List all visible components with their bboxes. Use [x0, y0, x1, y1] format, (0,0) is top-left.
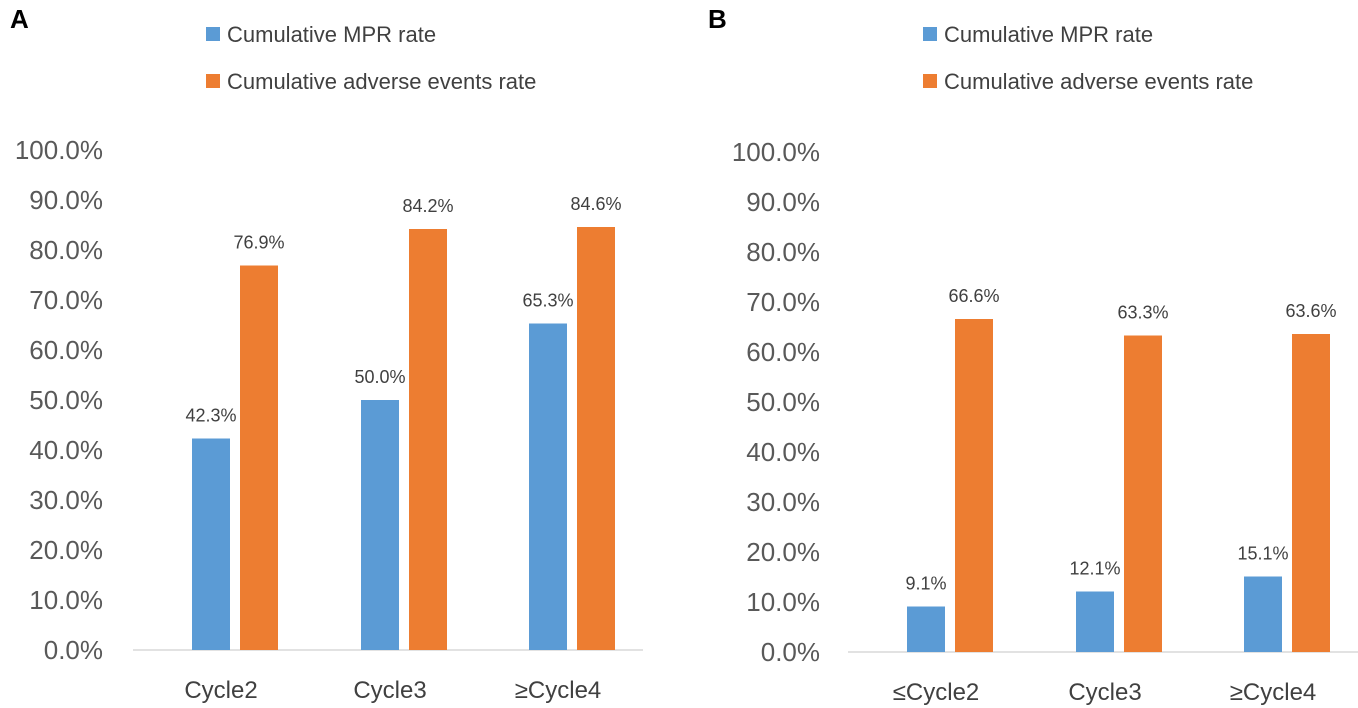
data-label-ae-3: 84.6% — [570, 194, 621, 214]
bar-mpr-2 — [361, 400, 399, 650]
data-label-mpr-3: 15.1% — [1237, 544, 1288, 564]
legend-swatch-ae-a — [206, 74, 220, 88]
data-label-ae-1: 76.9% — [233, 233, 284, 253]
y-tick-label: 50.0% — [746, 387, 820, 417]
legend-a: Cumulative MPR rate Cumulative adverse e… — [206, 22, 536, 94]
legend-b: Cumulative MPR rate Cumulative adverse e… — [923, 22, 1253, 94]
legend-label-ae-b: Cumulative adverse events rate — [944, 69, 1253, 94]
bars-b: 9.1% 12.1% 15.1% 66.6% 63.3% 63.6% — [905, 286, 1337, 652]
bars-a: 42.3% 50.0% 65.3% 76.9% 84.2% 84.6% — [185, 194, 622, 650]
panel-b: B Cumulative MPR rate Cumulative adverse… — [708, 4, 1358, 706]
bar-ae-1 — [240, 265, 278, 650]
x-category-label: ≥Cycle4 — [515, 677, 602, 704]
x-category-label: Cycle3 — [1068, 679, 1141, 706]
bar-mpr-1 — [192, 438, 230, 650]
y-axis-ticks-a: 0.0% 10.0% 20.0% 30.0% 40.0% 50.0% 60.0% 70.0% 8… — [15, 135, 103, 665]
y-tick-label: 40.0% — [746, 437, 820, 467]
data-label-ae-3: 63.6% — [1285, 301, 1336, 321]
x-category-label: Cycle2 — [184, 677, 257, 704]
data-label-mpr-1: 42.3% — [185, 406, 236, 426]
x-category-label: Cycle3 — [353, 677, 426, 704]
bar-ae-2 — [1124, 335, 1162, 652]
data-label-mpr-3: 65.3% — [522, 291, 573, 311]
y-tick-label: 40.0% — [29, 435, 103, 465]
legend-label-ae-a: Cumulative adverse events rate — [227, 69, 536, 94]
y-tick-label: 70.0% — [746, 287, 820, 317]
y-tick-label: 70.0% — [29, 285, 103, 315]
x-axis-categories-a: Cycle2 Cycle3 ≥Cycle4 — [184, 677, 601, 704]
y-tick-label: 0.0% — [44, 635, 103, 665]
y-tick-label: 100.0% — [15, 135, 103, 165]
y-tick-label: 80.0% — [746, 237, 820, 267]
bar-ae-1 — [955, 319, 993, 652]
data-label-ae-1: 66.6% — [948, 286, 999, 306]
bar-mpr-3 — [529, 323, 567, 650]
legend-swatch-mpr-b — [923, 27, 937, 41]
y-tick-label: 80.0% — [29, 235, 103, 265]
y-tick-label: 90.0% — [746, 187, 820, 217]
bar-mpr-1 — [907, 606, 945, 652]
bar-mpr-2 — [1076, 591, 1114, 652]
data-label-ae-2: 84.2% — [402, 196, 453, 216]
bar-mpr-3 — [1244, 576, 1282, 652]
y-tick-label: 10.0% — [29, 585, 103, 615]
data-label-mpr-1: 9.1% — [905, 574, 946, 594]
legend-swatch-ae-b — [923, 74, 937, 88]
panel-a: A Cumulative MPR rate Cumulative adverse… — [10, 4, 643, 704]
bar-ae-3 — [1292, 334, 1330, 652]
y-tick-label: 60.0% — [29, 335, 103, 365]
y-tick-label: 20.0% — [29, 535, 103, 565]
data-label-ae-2: 63.3% — [1117, 303, 1168, 323]
y-tick-label: 10.0% — [746, 587, 820, 617]
data-label-mpr-2: 12.1% — [1069, 559, 1120, 579]
bar-ae-2 — [409, 229, 447, 650]
legend-swatch-mpr-a — [206, 27, 220, 41]
data-label-mpr-2: 50.0% — [354, 367, 405, 387]
legend-label-mpr-a: Cumulative MPR rate — [227, 22, 436, 47]
y-tick-label: 0.0% — [761, 637, 820, 667]
y-axis-ticks-b: 0.0% 10.0% 20.0% 30.0% 40.0% 50.0% 60.0% 70.0% 8… — [732, 137, 820, 667]
y-tick-label: 50.0% — [29, 385, 103, 415]
y-tick-label: 90.0% — [29, 185, 103, 215]
y-tick-label: 100.0% — [732, 137, 820, 167]
y-tick-label: 20.0% — [746, 537, 820, 567]
x-category-label: ≥Cycle4 — [1230, 679, 1317, 706]
y-tick-label: 60.0% — [746, 337, 820, 367]
y-tick-label: 30.0% — [29, 485, 103, 515]
x-category-label: ≤Cycle2 — [893, 679, 980, 706]
legend-label-mpr-b: Cumulative MPR rate — [944, 22, 1153, 47]
bar-ae-3 — [577, 227, 615, 650]
panel-letter-b: B — [708, 4, 727, 34]
x-axis-categories-b: ≤Cycle2 Cycle3 ≥Cycle4 — [893, 679, 1317, 706]
panel-letter-a: A — [10, 4, 29, 34]
y-tick-label: 30.0% — [746, 487, 820, 517]
